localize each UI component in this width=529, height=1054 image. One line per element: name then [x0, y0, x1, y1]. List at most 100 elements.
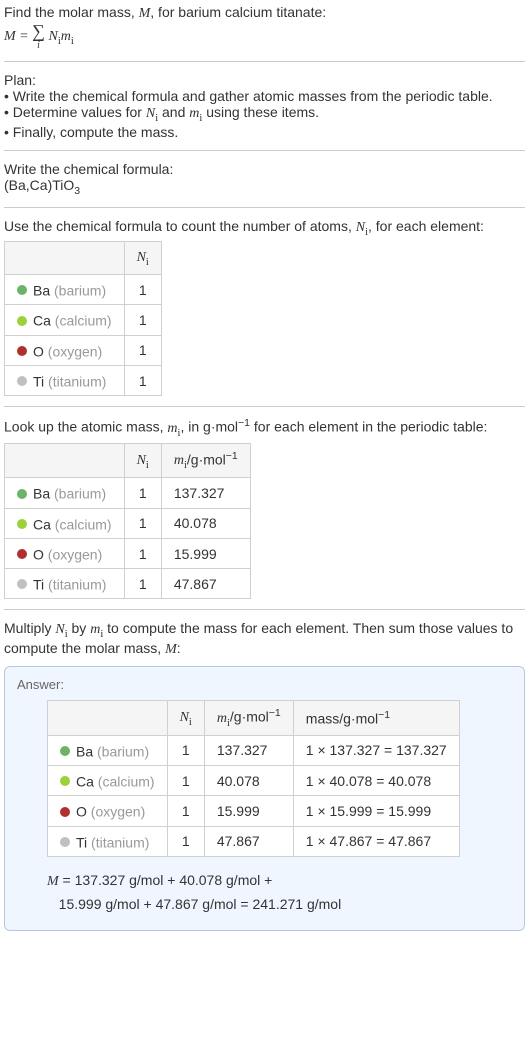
intro-M: M	[139, 6, 151, 21]
mass-cell: 1 × 15.999 = 15.999	[293, 796, 459, 826]
count-table: Ni Ba (barium)1Ca (calcium)1O (oxygen)1T…	[4, 241, 162, 396]
element-name: (titanium)	[48, 373, 106, 389]
table-row: Ti (titanium)147.8671 × 47.867 = 47.867	[48, 826, 460, 856]
table-header-m: mi/g·mol−1	[204, 701, 293, 735]
element-symbol: O	[76, 804, 87, 820]
element-cell: Ba (barium)	[5, 478, 125, 508]
n-cell: 1	[124, 478, 161, 508]
plan-item: • Finally, compute the mass.	[4, 124, 525, 140]
element-name: (barium)	[54, 486, 106, 502]
m-cell: 47.867	[204, 826, 293, 856]
element-color-dot	[17, 376, 27, 386]
element-color-dot	[17, 549, 27, 559]
element-name: (barium)	[97, 743, 149, 759]
element-cell: Ti (titanium)	[48, 826, 168, 856]
element-name: (oxygen)	[48, 343, 102, 359]
element-cell: O (oxygen)	[5, 335, 125, 365]
table-row: Ba (barium)1	[5, 275, 162, 305]
intro-text-a: Find the molar mass,	[4, 4, 139, 20]
divider	[4, 61, 525, 62]
m-cell: 40.078	[161, 508, 250, 538]
n-cell: 1	[124, 366, 161, 396]
table-header-row: Ni	[5, 242, 162, 275]
table-header-m: mi/g·mol−1	[161, 443, 250, 477]
n-cell: 1	[167, 826, 204, 856]
element-symbol: Ba	[33, 282, 50, 298]
table-header-N: Ni	[124, 242, 161, 275]
m-cell: 15.999	[161, 538, 250, 568]
mass-cell: 1 × 137.327 = 137.327	[293, 735, 459, 765]
formula-heading: Write the chemical formula:	[4, 161, 525, 177]
table-header-N: Ni	[124, 443, 161, 477]
m-cell: 15.999	[204, 796, 293, 826]
table-row: Ba (barium)1137.327	[5, 478, 251, 508]
count-heading: Use the chemical formula to count the nu…	[4, 218, 525, 238]
n-cell: 1	[167, 735, 204, 765]
element-color-dot	[17, 346, 27, 356]
divider	[4, 150, 525, 151]
n-cell: 1	[124, 538, 161, 568]
multiply-section: Multiply Ni by mi to compute the mass fo…	[4, 620, 525, 658]
element-symbol: Ca	[76, 773, 94, 789]
element-color-dot	[60, 746, 70, 756]
plan-item: • Write the chemical formula and gather …	[4, 88, 525, 104]
table-header-blank	[5, 443, 125, 477]
plan-item-text: Finally, compute the mass.	[13, 124, 178, 140]
element-cell: O (oxygen)	[5, 538, 125, 568]
n-cell: 1	[124, 275, 161, 305]
element-name: (calcium)	[55, 516, 112, 532]
element-name: (oxygen)	[91, 804, 145, 820]
m-cell: 40.078	[204, 766, 293, 796]
eq-lhs: M	[4, 29, 16, 44]
n-cell: 1	[124, 569, 161, 599]
element-cell: Ca (calcium)	[5, 508, 125, 538]
element-symbol: Ti	[33, 373, 44, 389]
divider	[4, 207, 525, 208]
table-row: Ti (titanium)147.867	[5, 569, 251, 599]
element-color-dot	[60, 837, 70, 847]
element-symbol: O	[33, 343, 44, 359]
answer-table: Ni mi/g·mol−1 mass/g·mol−1 Ba (barium)11…	[47, 700, 460, 857]
element-cell: Ba (barium)	[5, 275, 125, 305]
divider	[4, 609, 525, 610]
element-color-dot	[17, 285, 27, 295]
element-symbol: Ba	[33, 486, 50, 502]
table-row: Ca (calcium)140.0781 × 40.078 = 40.078	[48, 766, 460, 796]
element-name: (barium)	[54, 282, 106, 298]
element-color-dot	[60, 807, 70, 817]
element-cell: Ca (calcium)	[5, 305, 125, 335]
divider	[4, 406, 525, 407]
element-symbol: Ti	[76, 834, 87, 850]
element-name: (oxygen)	[48, 546, 102, 562]
n-cell: 1	[167, 796, 204, 826]
count-section: Use the chemical formula to count the nu…	[4, 218, 525, 397]
element-symbol: Ba	[76, 743, 93, 759]
mass-table: Ni mi/g·mol−1 Ba (barium)1137.327Ca (cal…	[4, 443, 251, 600]
m-cell: 137.327	[161, 478, 250, 508]
element-cell: Ti (titanium)	[5, 569, 125, 599]
mass-heading: Look up the atomic mass, mi, in g·mol−1 …	[4, 417, 525, 438]
element-name: (titanium)	[48, 576, 106, 592]
table-row: Ca (calcium)1	[5, 305, 162, 335]
plan-item-text: Write the chemical formula and gather at…	[13, 88, 493, 104]
element-symbol: Ti	[33, 576, 44, 592]
intro-section: Find the molar mass, M, for barium calci…	[4, 4, 525, 51]
n-cell: 1	[167, 766, 204, 796]
element-cell: O (oxygen)	[48, 796, 168, 826]
plan-section: Plan: • Write the chemical formula and g…	[4, 72, 525, 140]
chemical-formula: (Ba,Ca)TiO3	[4, 177, 525, 197]
element-cell: Ca (calcium)	[48, 766, 168, 796]
molar-mass-equation: M = ∑i Nimi	[4, 29, 74, 44]
answer-label: Answer:	[17, 677, 512, 692]
n-cell: 1	[124, 508, 161, 538]
table-header-mass: mass/g·mol−1	[293, 701, 459, 735]
table-row: O (oxygen)115.999	[5, 538, 251, 568]
element-color-dot	[17, 519, 27, 529]
table-row: Ba (barium)1137.3271 × 137.327 = 137.327	[48, 735, 460, 765]
element-name: (calcium)	[55, 313, 112, 329]
mass-cell: 1 × 40.078 = 40.078	[293, 766, 459, 796]
sigma-icon: ∑i	[32, 22, 45, 51]
mass-section: Look up the atomic mass, mi, in g·mol−1 …	[4, 417, 525, 599]
table-header-row: Ni mi/g·mol−1 mass/g·mol−1	[48, 701, 460, 735]
table-header-blank	[5, 242, 125, 275]
